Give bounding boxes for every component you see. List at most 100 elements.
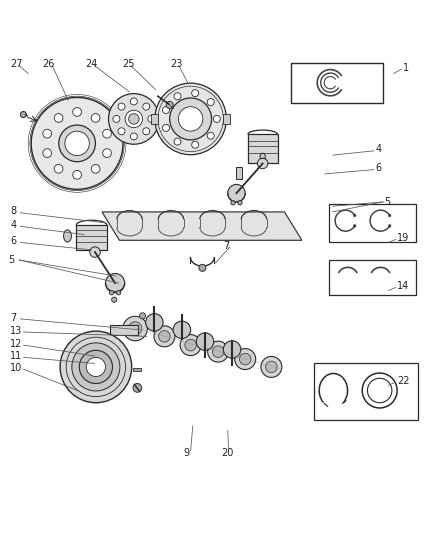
Circle shape <box>231 200 235 205</box>
Circle shape <box>86 357 106 376</box>
Circle shape <box>91 165 100 173</box>
Circle shape <box>143 128 150 135</box>
Circle shape <box>65 131 89 156</box>
Circle shape <box>389 224 391 227</box>
Circle shape <box>123 316 148 341</box>
Circle shape <box>113 116 120 123</box>
Circle shape <box>143 103 150 110</box>
Circle shape <box>102 149 111 157</box>
Circle shape <box>43 149 52 157</box>
Text: 6: 6 <box>11 236 16 246</box>
Circle shape <box>166 101 173 108</box>
Bar <box>223 114 230 124</box>
Circle shape <box>54 165 63 173</box>
Bar <box>291 62 383 103</box>
Circle shape <box>133 384 142 392</box>
Bar <box>329 260 417 295</box>
Circle shape <box>238 200 242 205</box>
Text: 6: 6 <box>375 163 381 173</box>
Text: 4: 4 <box>375 144 381 155</box>
Bar <box>237 167 242 179</box>
Circle shape <box>162 124 170 131</box>
Circle shape <box>60 331 132 403</box>
Circle shape <box>196 333 214 350</box>
Text: 1: 1 <box>403 63 410 73</box>
Text: 10: 10 <box>11 363 22 373</box>
Circle shape <box>118 128 125 135</box>
Circle shape <box>146 313 163 331</box>
Circle shape <box>199 264 206 271</box>
Circle shape <box>117 290 121 295</box>
Circle shape <box>240 353 251 365</box>
Circle shape <box>389 214 391 217</box>
Circle shape <box>173 321 191 338</box>
Circle shape <box>106 273 125 293</box>
Circle shape <box>192 141 199 148</box>
Circle shape <box>174 138 181 145</box>
Circle shape <box>109 94 159 144</box>
Text: 22: 22 <box>397 376 410 386</box>
Circle shape <box>102 130 111 138</box>
Text: 27: 27 <box>11 59 23 69</box>
Circle shape <box>90 247 100 257</box>
Text: 14: 14 <box>397 281 410 291</box>
Circle shape <box>155 83 226 155</box>
Circle shape <box>192 90 199 96</box>
Circle shape <box>213 116 220 123</box>
Circle shape <box>43 130 52 138</box>
Bar <box>329 204 417 243</box>
Ellipse shape <box>260 153 265 160</box>
Text: 13: 13 <box>11 326 22 336</box>
Circle shape <box>261 357 282 377</box>
Text: 12: 12 <box>11 339 23 349</box>
Circle shape <box>91 114 100 122</box>
Bar <box>133 368 141 372</box>
Circle shape <box>258 158 268 169</box>
Circle shape <box>59 125 95 161</box>
Circle shape <box>207 132 214 139</box>
Circle shape <box>162 107 170 114</box>
Circle shape <box>154 326 175 347</box>
Circle shape <box>148 116 155 123</box>
Text: 23: 23 <box>170 59 183 69</box>
Circle shape <box>73 108 81 116</box>
Circle shape <box>185 340 196 351</box>
Circle shape <box>174 93 181 100</box>
Text: 7: 7 <box>11 313 17 323</box>
Circle shape <box>131 133 138 140</box>
Circle shape <box>129 114 139 124</box>
Circle shape <box>79 350 113 384</box>
Circle shape <box>228 184 245 202</box>
Text: 5: 5 <box>9 255 15 265</box>
Circle shape <box>20 111 26 118</box>
Text: 25: 25 <box>122 59 134 69</box>
Text: 19: 19 <box>397 233 410 243</box>
Polygon shape <box>102 212 302 240</box>
Circle shape <box>353 214 356 217</box>
Circle shape <box>54 114 63 122</box>
Circle shape <box>128 322 142 335</box>
Circle shape <box>265 361 277 373</box>
Circle shape <box>31 98 123 189</box>
Text: 9: 9 <box>183 448 189 458</box>
Circle shape <box>112 297 117 302</box>
Circle shape <box>170 98 212 140</box>
Circle shape <box>208 341 229 362</box>
Circle shape <box>140 313 146 319</box>
Text: 5: 5 <box>384 197 390 207</box>
Circle shape <box>131 98 138 105</box>
Bar <box>76 225 107 251</box>
Circle shape <box>178 107 203 131</box>
Bar <box>248 134 278 163</box>
Circle shape <box>235 349 256 369</box>
Polygon shape <box>110 325 138 335</box>
Text: 4: 4 <box>11 220 16 230</box>
Circle shape <box>110 290 114 295</box>
Text: 8: 8 <box>11 206 16 216</box>
Circle shape <box>353 224 356 227</box>
Circle shape <box>180 335 201 356</box>
Circle shape <box>118 103 125 110</box>
Bar <box>314 364 418 420</box>
Circle shape <box>73 171 81 179</box>
Circle shape <box>159 330 170 342</box>
